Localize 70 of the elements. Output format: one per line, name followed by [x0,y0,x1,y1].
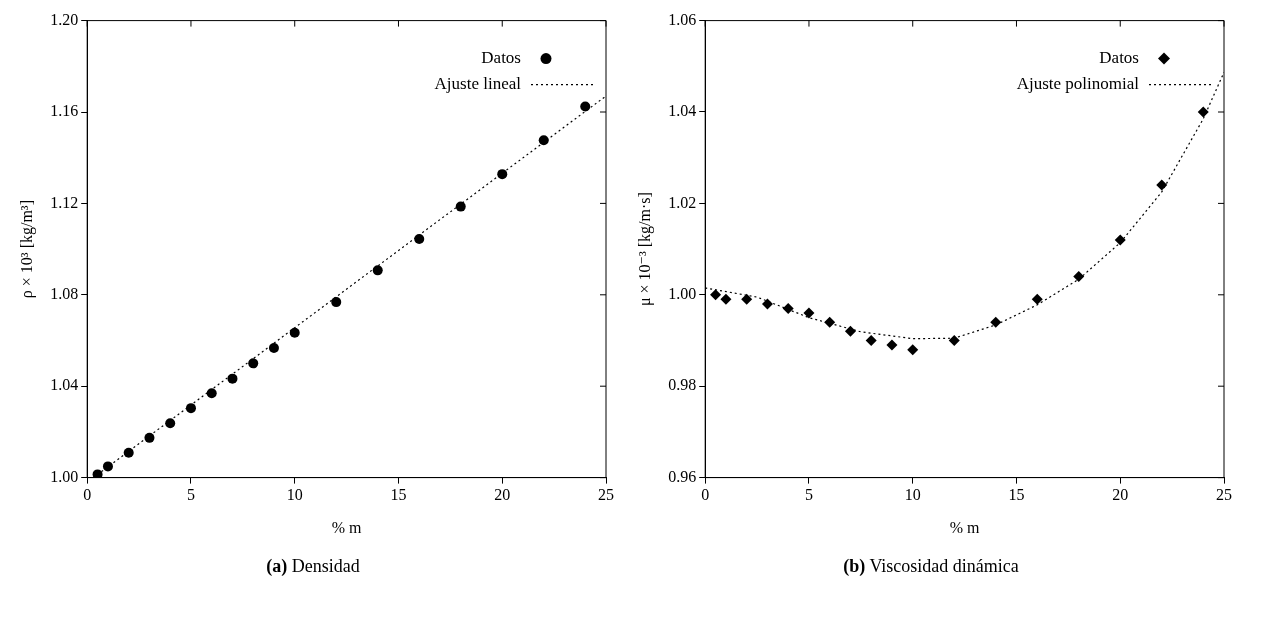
point [1114,234,1126,246]
y-tick-label: 1.00 [668,285,697,302]
point [227,373,238,384]
point [886,339,898,351]
point [720,293,732,305]
point [206,388,217,399]
x-tick-label: 15 [1008,486,1025,504]
x-tick-label: 0 [701,486,710,504]
point [248,358,259,369]
point [372,265,383,276]
x-tick-label: 10 [904,486,921,504]
y-tick-label: 1.04 [668,102,697,120]
point [803,307,815,319]
x-tick-label: 0 [83,486,92,504]
point [414,234,425,245]
point [165,418,176,429]
x-tick-label: 25 [598,486,614,504]
point [497,169,508,180]
point [268,343,279,354]
point [331,297,342,308]
y-axis-title: ρ × 10³ [kg/m³] [17,200,36,299]
x-axis-title: % m [331,518,363,536]
legend-label: Ajuste lineal [434,74,522,94]
point [538,135,549,146]
point [1197,106,1209,118]
y-tick-label: 1.20 [50,10,79,28]
legend-label: Datos [481,48,521,68]
y-tick-label: 1.16 [50,102,79,120]
x-tick-label: 20 [494,486,511,504]
x-tick-label: 15 [390,486,407,504]
x-axis-title: % m [949,518,981,536]
point [1031,293,1043,305]
point [144,432,155,443]
x-tick-label: 10 [286,486,303,504]
text: (a) Densidad [266,556,360,576]
point [185,403,196,414]
point [710,289,722,301]
point [824,316,836,328]
x-tick-label: 25 [1216,486,1232,504]
point [123,447,134,458]
point [1156,179,1168,191]
text: (b) Viscosidad dinámica [843,556,1019,576]
point [741,293,753,305]
point [990,316,1002,328]
y-tick-label: 1.12 [50,193,79,211]
point [1073,271,1085,283]
point [865,335,877,346]
y-tick-label: 1.02 [668,193,697,211]
y-tick-label: 1.08 [50,285,79,302]
legend-label: Ajuste polinomial [1016,74,1140,94]
y-tick-label: 1.04 [50,376,79,394]
x-tick-label: 5 [186,486,195,504]
point [289,327,300,338]
point [92,469,103,478]
point [782,303,794,315]
y-tick-label: 0.96 [668,467,697,485]
y-tick-label: 0.98 [668,376,697,394]
y-tick-label: 1.06 [668,10,697,28]
point [455,201,466,212]
legend-label: Datos [1099,48,1139,68]
point [102,461,113,472]
point [844,325,856,337]
x-tick-label: 20 [1112,486,1129,504]
y-tick-label: 1.00 [50,467,79,485]
point [907,344,919,356]
point [948,335,960,346]
point [761,298,773,310]
y-axis-title: μ × 10⁻³ [kg/m·s] [635,192,654,307]
x-tick-label: 5 [804,486,813,504]
point [580,101,591,112]
